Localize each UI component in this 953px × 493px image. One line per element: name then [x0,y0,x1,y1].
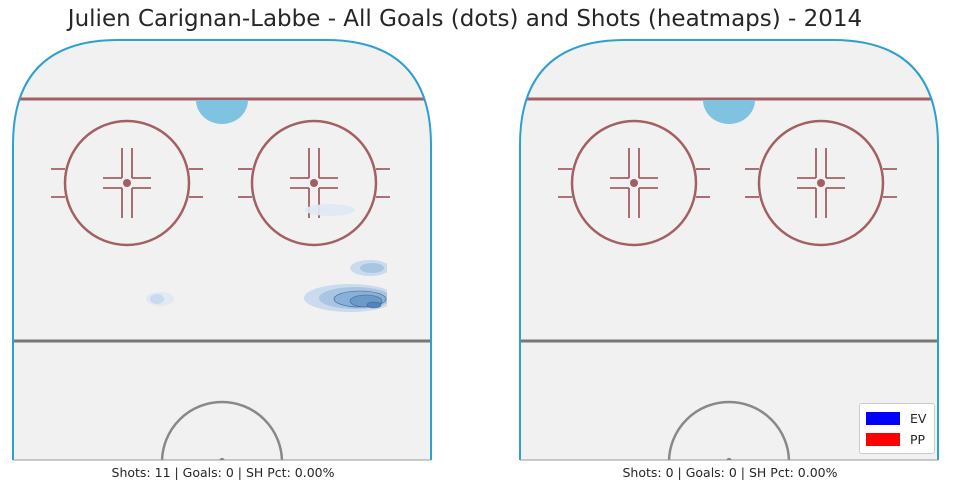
legend-label-pp: PP [910,432,926,447]
left-rink-caption: Shots: 11 | Goals: 0 | SH Pct: 0.00% [111,465,335,480]
shot-density-contour [305,204,355,216]
faceoff-circle [250,119,378,247]
rink-markings [13,97,431,460]
legend: EV PP [859,403,935,454]
center-circle [667,400,791,460]
shot-density-contour [366,301,382,309]
legend-entry-pp: PP [866,429,928,450]
faceoff-dot [123,179,131,187]
faceoff-dot [630,179,638,187]
rink-1 [519,39,939,461]
shot-density-contour [150,294,164,304]
boards [519,39,939,460]
boards [12,39,432,460]
faceoff-dot [310,179,318,187]
faceoff-circle [570,119,698,247]
heatmap-edge-mask [387,250,431,320]
center-dot [726,458,732,460]
shot-density-contour [360,263,384,273]
rink-surface [13,40,431,460]
legend-swatch-pp [866,433,900,446]
legend-entry-ev: EV [866,408,928,429]
chart-title: Julien Carignan-Labbe - All Goals (dots)… [67,6,863,32]
legend-label-ev: EV [910,411,927,426]
faceoff-circle [63,119,191,247]
rink-0 [12,39,432,461]
center-dot [219,458,225,460]
faceoff-dot [817,179,825,187]
right-rink-caption: Shots: 0 | Goals: 0 | SH Pct: 0.00% [622,465,838,480]
legend-swatch-ev [866,412,900,425]
rink-surface [520,40,938,460]
center-circle [160,400,284,460]
goal-crease [703,100,755,124]
goal-crease [196,100,248,124]
faceoff-circle [757,119,885,247]
rink-markings [520,97,938,460]
